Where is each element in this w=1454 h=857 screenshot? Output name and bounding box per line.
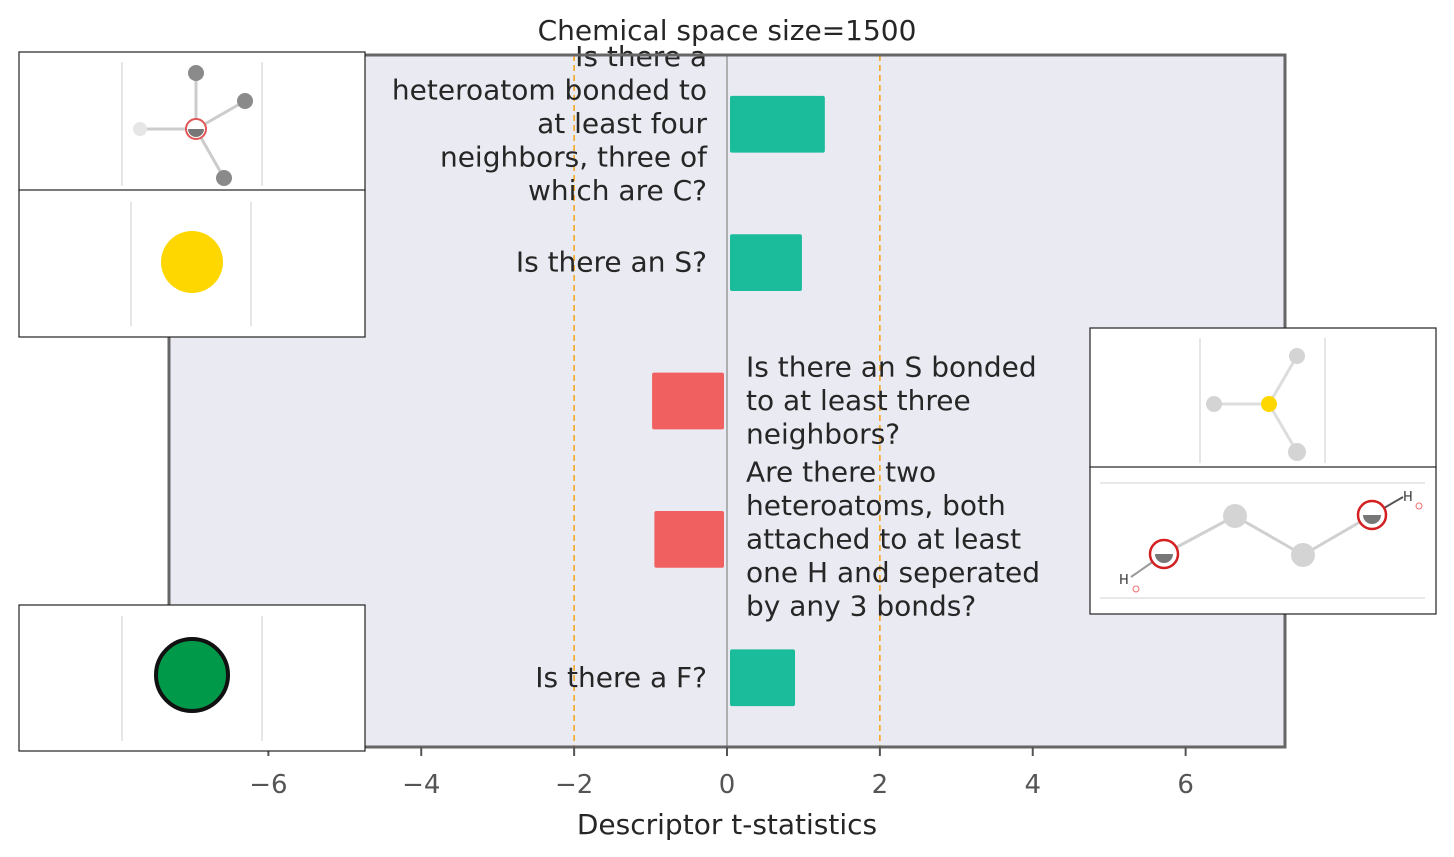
inset-sulfur-atom bbox=[18, 189, 366, 338]
bar-4 bbox=[730, 649, 796, 707]
inset-two-heteroatoms-three-bonds: H H bbox=[1089, 466, 1437, 615]
bar-2 bbox=[652, 372, 724, 430]
x-axis-label: Descriptor t-statistics bbox=[577, 808, 877, 841]
x-tick-label-1: −4 bbox=[402, 770, 440, 800]
bar-label-4: Is there a F? bbox=[535, 661, 707, 694]
inset-fluorine-atom bbox=[18, 604, 366, 752]
bar-1 bbox=[730, 234, 802, 291]
bar-label-3: Are there two heteroatoms, both attached t… bbox=[746, 455, 1040, 622]
x-tick-label-6: 6 bbox=[1177, 770, 1194, 800]
inset-atom-label-h-right: H bbox=[1403, 490, 1413, 505]
inset-atom-label-h-left: H bbox=[1119, 573, 1129, 588]
bar-3 bbox=[654, 511, 724, 568]
x-tick-label-3: 0 bbox=[719, 770, 736, 800]
chart-title: Chemical space size=1500 bbox=[538, 14, 917, 47]
bar-label-2: Is there an S bonded to at least three nei… bbox=[746, 351, 1037, 451]
bar-0 bbox=[730, 95, 825, 153]
bar-label-0: Is there a heteroatom bonded to at least f… bbox=[392, 40, 708, 207]
x-tick-label-0: −6 bbox=[249, 770, 287, 800]
inset-sulfur-three-neighbors bbox=[1089, 327, 1437, 469]
x-tick-label-2: −2 bbox=[555, 770, 593, 800]
x-tick-label-4: 2 bbox=[872, 770, 889, 800]
x-tick-label-5: 4 bbox=[1024, 770, 1041, 800]
bar-label-1: Is there an S? bbox=[516, 246, 707, 279]
inset-heteroatom-four-neighbors bbox=[18, 51, 366, 192]
